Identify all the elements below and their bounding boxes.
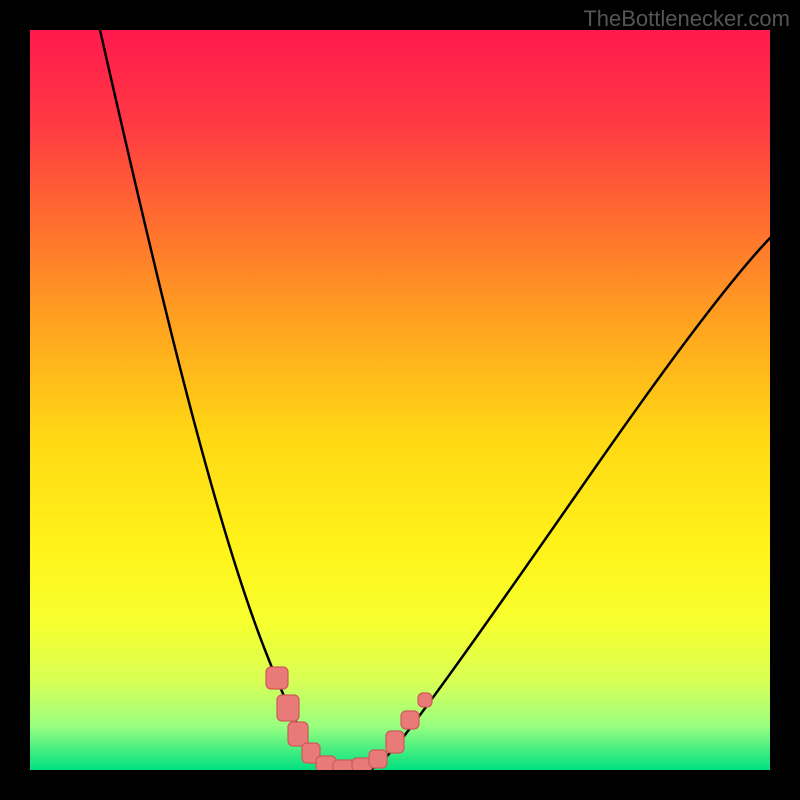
marker-point — [386, 731, 404, 753]
marker-point — [277, 695, 299, 721]
marker-point — [401, 711, 419, 729]
marker-point — [369, 750, 387, 768]
chart-background — [30, 30, 770, 770]
marker-point — [418, 693, 432, 707]
outer-frame: TheBottlenecker.com — [0, 0, 800, 800]
chart-svg — [30, 30, 770, 770]
marker-point — [266, 667, 288, 689]
plot-area — [30, 30, 770, 770]
marker-point — [288, 722, 308, 746]
watermark-text: TheBottlenecker.com — [583, 6, 790, 32]
